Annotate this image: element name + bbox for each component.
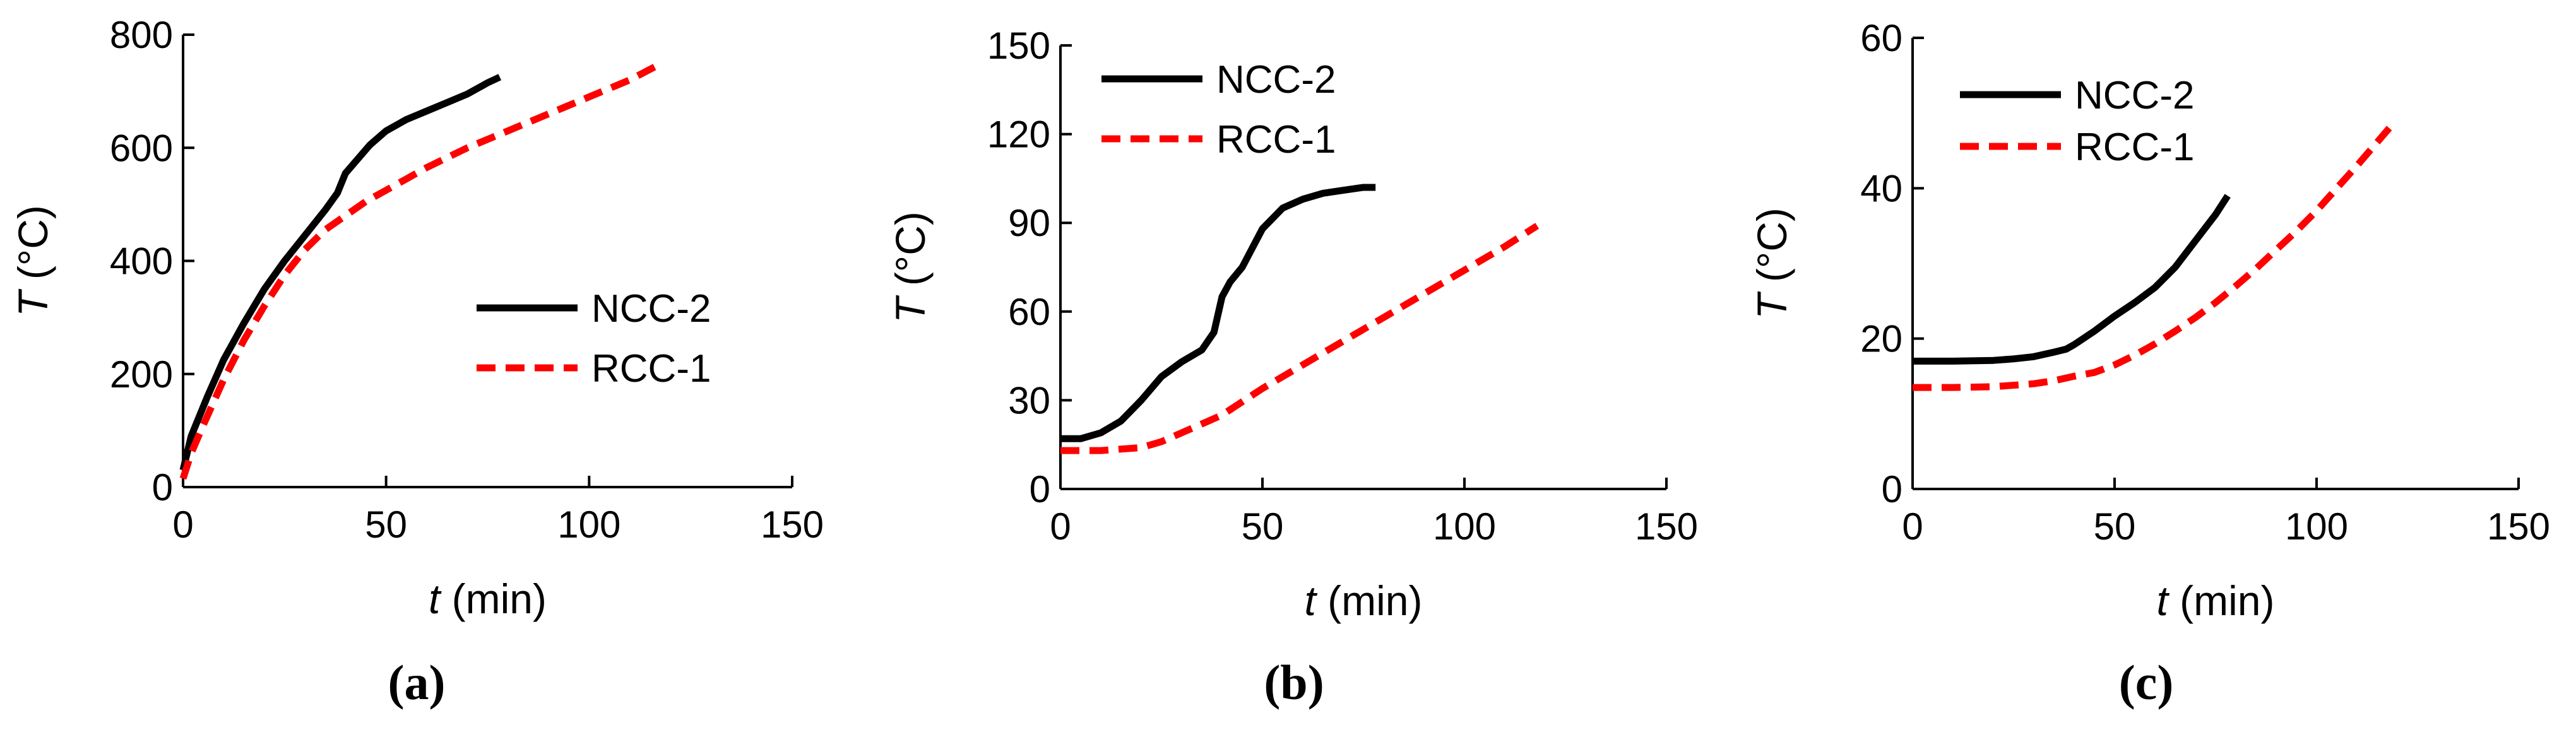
panel-label: (b) [1264, 655, 1324, 710]
x-tick-label: 100 [557, 503, 620, 546]
y-tick-label: 400 [110, 240, 173, 283]
x-tick-label: 0 [172, 503, 193, 546]
legend: NCC-2 RCC-1 [1101, 58, 1336, 162]
y-tick-label: 40 [1860, 167, 1902, 209]
x-tick-label: 0 [1902, 505, 1923, 548]
x-tick-label: 50 [1242, 505, 1284, 548]
y-tick-label: 800 [110, 14, 173, 56]
x-tick-label: 150 [2487, 505, 2550, 548]
panel-a: 0 200 400 600 800 0 50 100 150 NCC-2 RCC-1 t (min… [9, 14, 824, 710]
x-axis-title: t (min) [429, 575, 547, 622]
ticks: 0 30 60 90 120 150 0 50 100 150 [987, 25, 1698, 548]
y-tick-label: 0 [1882, 468, 1902, 510]
series-lines [179, 59, 664, 480]
series-line-rcc-1 [1913, 126, 2392, 391]
panel-label: (a) [388, 655, 446, 710]
x-axis-title: t (min) [1305, 577, 1423, 624]
series-lines [1913, 126, 2392, 391]
y-axis-title: T (°C) [1748, 208, 1795, 319]
y-tick-label: 60 [1860, 17, 1902, 59]
y-tick-label: 200 [110, 353, 173, 396]
series-line-rcc-1 [1060, 223, 1540, 454]
y-tick-label: 150 [987, 25, 1050, 67]
x-tick-label: 50 [365, 503, 407, 546]
x-tick-label: 0 [1050, 505, 1071, 548]
legend-label: RCC-1 [591, 347, 711, 391]
legend: NCC-2 RCC-1 [477, 287, 711, 391]
y-tick-label: 60 [1008, 291, 1050, 333]
series-line-ncc-2 [1060, 184, 1376, 442]
y-tick-label: 120 [987, 114, 1050, 156]
legend-label: NCC-2 [591, 287, 711, 331]
x-axis-title: t (min) [2157, 577, 2275, 624]
legend-label: NCC-2 [2075, 74, 2194, 117]
series-lines [1060, 184, 1540, 454]
y-tick-label: 600 [110, 127, 173, 169]
legend: NCC-2 RCC-1 [1960, 74, 2194, 169]
y-tick-label: 20 [1860, 318, 1902, 360]
panel-label: (c) [2119, 655, 2174, 710]
series-line-rcc-1 [179, 59, 664, 480]
x-tick-label: 150 [761, 503, 824, 546]
y-tick-label: 30 [1008, 379, 1050, 421]
panel-c: 0 20 40 60 0 50 100 150 NCC-2 RCC-1 t (min) T (°… [1748, 17, 2550, 710]
x-tick-label: 100 [2285, 505, 2348, 548]
x-tick-label: 150 [1635, 505, 1698, 548]
y-axis-title: T (°C) [9, 205, 56, 317]
y-tick-label: 0 [152, 466, 173, 509]
legend-label: NCC-2 [1216, 58, 1336, 102]
x-tick-label: 50 [2094, 505, 2136, 548]
x-tick-label: 100 [1433, 505, 1496, 548]
ticks: 0 20 40 60 0 50 100 150 [1860, 17, 2550, 548]
series-line-ncc-2 [179, 74, 502, 471]
panel-b: 0 30 60 90 120 150 0 50 100 150 NCC-2 RCC-1 t (min… [887, 25, 1698, 710]
legend-label: RCC-1 [2075, 126, 2194, 169]
y-axis-title: T (°C) [887, 211, 934, 323]
y-tick-label: 90 [1008, 202, 1050, 244]
series-line-ncc-2 [1913, 194, 2231, 365]
y-tick-label: 0 [1030, 468, 1050, 510]
legend-label: RCC-1 [1216, 118, 1336, 162]
